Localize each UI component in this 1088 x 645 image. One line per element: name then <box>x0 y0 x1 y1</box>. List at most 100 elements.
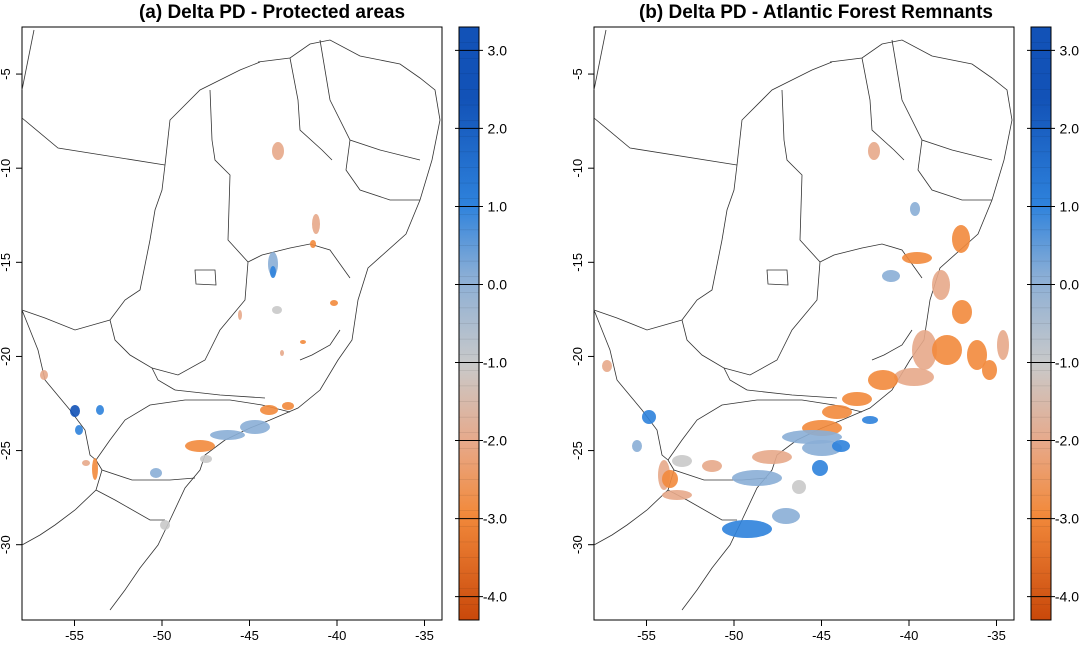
colorbar-label: -2.0 <box>483 433 507 449</box>
delta-pd-patches <box>40 142 338 530</box>
state-border <box>95 399 291 461</box>
x-tick-label: -50 <box>153 628 172 643</box>
y-tick-label: -5 <box>570 68 585 80</box>
state-borders <box>593 29 1013 611</box>
x-tick-label: -50 <box>725 628 744 643</box>
delta-pd-patch <box>270 266 276 278</box>
delta-pd-patch <box>210 430 245 440</box>
delta-pd-patch <box>40 370 48 380</box>
colorbar-label: -1.0 <box>1055 355 1079 371</box>
colorbar: 3.0 2.0 1.0 0.0 -1.0 -2.0 -3.0 -4.0 <box>1027 26 1080 621</box>
state-border <box>95 459 196 481</box>
y-tick-label: -30 <box>0 535 13 554</box>
x-axis: -55 -50 -45 -40 -35 <box>65 620 434 643</box>
panel-atlantic-forest-remnants: (b) Delta PD - Atlantic Forest Remnants … <box>544 0 1088 645</box>
delta-pd-patch <box>952 225 970 253</box>
y-tick-label: -25 <box>570 441 585 460</box>
delta-pd-patch <box>772 508 800 524</box>
x-tick-label: -55 <box>637 628 656 643</box>
delta-pd-patch <box>792 480 806 494</box>
state-border <box>299 329 341 361</box>
delta-pd-patch <box>932 335 962 365</box>
colorbar-label: -1.0 <box>483 355 507 371</box>
panel-title: (a) Delta PD - Protected areas <box>138 2 406 23</box>
y-axis: -5 -10 -15 -20 -25 -30 <box>570 68 594 554</box>
panel-protected-areas: (a) Delta PD - Protected areas -55 -50 -45… <box>0 2 508 643</box>
state-border <box>345 139 420 201</box>
x-tick-label: -35 <box>415 628 434 643</box>
delta-pd-patch <box>280 350 284 356</box>
delta-pd-patch <box>812 460 828 476</box>
state-border <box>21 309 111 331</box>
state-border <box>593 29 607 91</box>
colorbar-label: -4.0 <box>1055 589 1079 605</box>
delta-pd-patch <box>932 270 950 300</box>
state-border <box>593 309 669 461</box>
state-border <box>247 243 351 279</box>
state-border <box>151 261 249 376</box>
y-tick-label: -20 <box>0 347 13 366</box>
colorbar-label: 1.0 <box>1060 198 1080 214</box>
state-borders <box>21 29 441 611</box>
x-tick-label: -45 <box>240 628 259 643</box>
y-tick-label: -25 <box>0 441 13 460</box>
delta-pd-patch <box>910 202 920 216</box>
y-tick-label: -10 <box>570 159 585 178</box>
delta-pd-patch <box>632 440 642 452</box>
state-border <box>746 389 838 399</box>
state-border <box>174 389 266 399</box>
state-border <box>109 319 176 391</box>
delta-pd-patch <box>200 455 212 463</box>
y-tick-label: -15 <box>0 253 13 272</box>
state-border <box>95 489 165 521</box>
state-border <box>781 89 821 263</box>
delta-pd-patch <box>602 360 612 372</box>
delta-pd-patch <box>832 440 850 452</box>
colorbar-label: -2.0 <box>1055 433 1079 449</box>
x-axis: -55 -50 -45 -40 -35 <box>637 620 1006 643</box>
state-border <box>681 164 738 321</box>
delta-pd-patch <box>238 310 242 320</box>
delta-pd-patch <box>902 252 932 264</box>
state-border <box>766 269 789 286</box>
delta-pd-patch <box>272 142 284 160</box>
delta-pd-patch <box>894 368 934 386</box>
delta-pd-patch <box>912 330 937 370</box>
delta-pd-patch <box>282 402 294 410</box>
delta-pd-patch <box>802 440 842 456</box>
state-border <box>289 57 333 161</box>
delta-pd-patch <box>92 458 98 480</box>
delta-pd-patch <box>997 330 1009 360</box>
state-border <box>21 469 103 546</box>
colorbar-label: 2.0 <box>1060 120 1080 136</box>
x-tick-label: -55 <box>65 628 84 643</box>
state-border <box>164 61 261 166</box>
state-border <box>21 117 166 166</box>
state-border <box>917 139 992 201</box>
colorbar-label: 1.0 <box>488 198 508 214</box>
state-border <box>21 29 35 91</box>
delta-pd-patch <box>822 405 852 419</box>
state-border <box>736 61 833 166</box>
delta-pd-patch <box>82 460 90 466</box>
colorbar: 3.0 2.0 1.0 0.0 -1.0 -2.0 -3.0 -4.0 <box>455 26 508 621</box>
state-border <box>861 57 905 161</box>
x-tick-label: -40 <box>328 628 347 643</box>
delta-pd-patch <box>160 520 170 530</box>
y-tick-label: -5 <box>0 68 13 80</box>
delta-pd-patch <box>330 300 338 306</box>
state-border <box>209 89 249 263</box>
delta-pd-patch <box>722 520 772 538</box>
delta-pd-patch <box>868 370 898 390</box>
colorbar-gradient <box>458 26 480 621</box>
colorbar-label: 0.0 <box>488 276 508 292</box>
state-border <box>109 39 441 611</box>
delta-pd-patch <box>662 470 678 488</box>
delta-pd-patch <box>982 360 997 380</box>
delta-pd-patch <box>882 270 900 282</box>
plot-frame <box>21 26 443 621</box>
colorbar-label: 3.0 <box>1060 42 1080 58</box>
y-axis: -5 -10 -15 -20 -25 -30 <box>0 68 22 554</box>
state-border <box>871 329 913 361</box>
delta-pd-patch <box>240 420 270 434</box>
